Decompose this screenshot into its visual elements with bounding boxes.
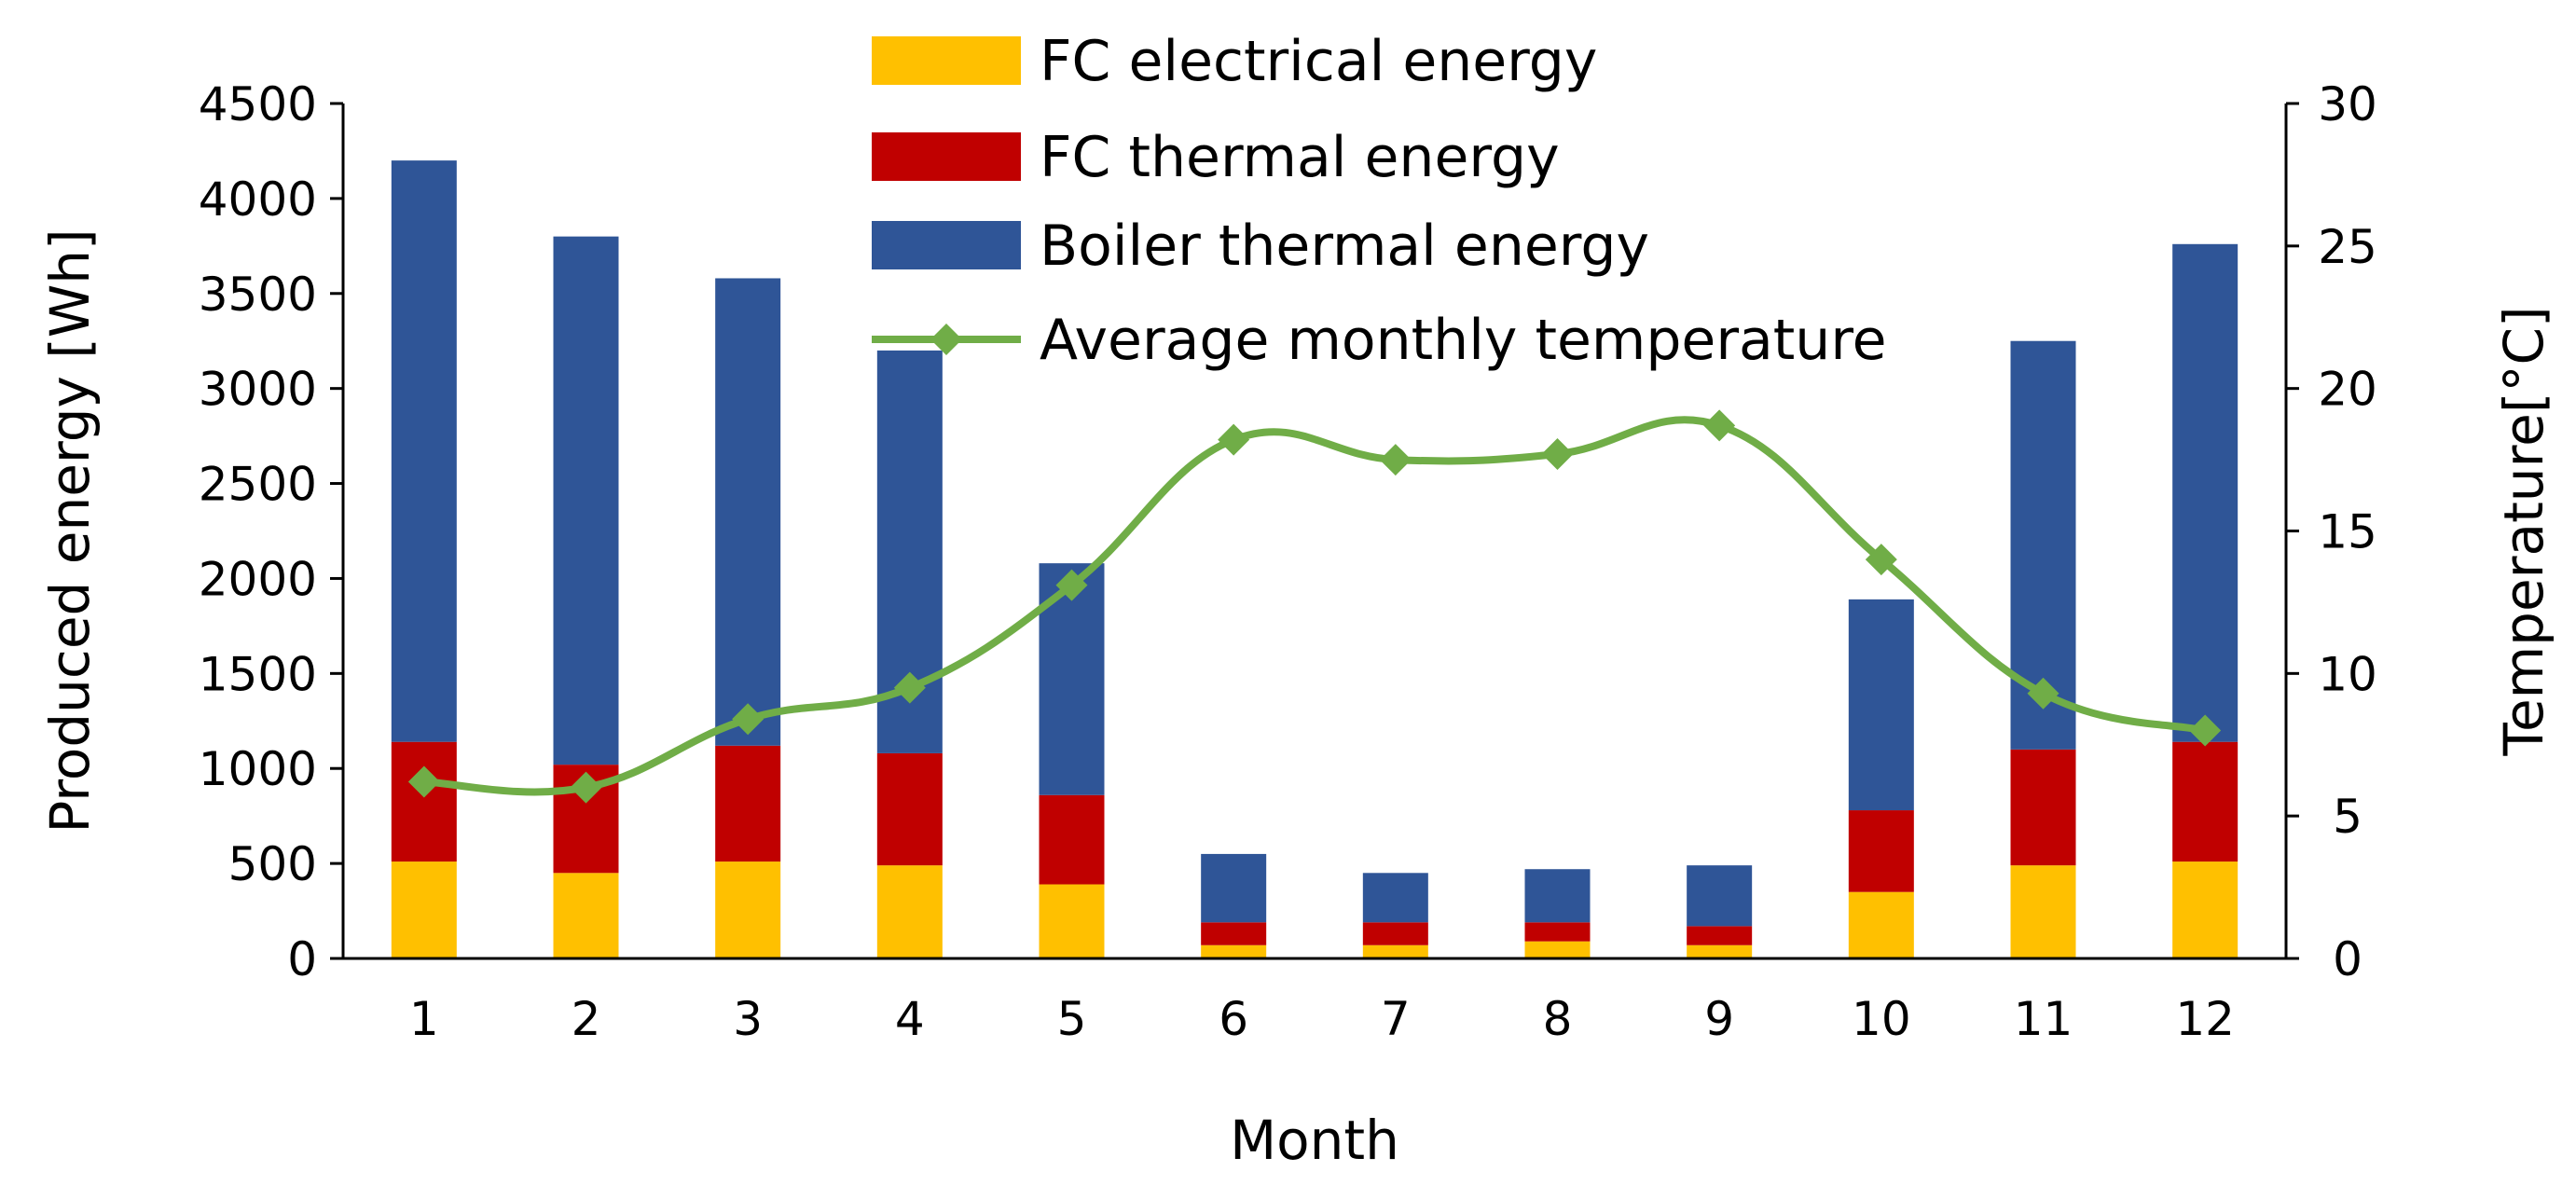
y-tick-label: 0 — [287, 932, 317, 986]
temperature-marker-month-9 — [1703, 409, 1736, 442]
y-axis-title: Produced energy [Wh] — [38, 228, 102, 833]
y-right-tick-label: 20 — [2318, 363, 2377, 417]
y-right-tick-label: 30 — [2318, 77, 2377, 131]
legend-swatch-fc-electrical — [872, 36, 1021, 85]
bar-fc-thermal-energy-month-1 — [391, 741, 457, 862]
temperature-marker-month-12 — [2189, 714, 2222, 747]
bar-fc-thermal-energy-month-10 — [1848, 810, 1914, 892]
bar-fc-thermal-energy-month-4 — [876, 752, 943, 866]
bar-boiler-thermal-energy-month-2 — [553, 236, 619, 765]
y-right-tick-label: 5 — [2333, 790, 2362, 844]
bar-fc-electrical-energy-month-8 — [1524, 941, 1591, 958]
bars-layer — [391, 160, 2239, 958]
y-tick-label: 2000 — [199, 552, 317, 606]
x-tick-label: 1 — [409, 992, 439, 1046]
y-tick-label: 2500 — [199, 458, 317, 512]
x-tick-label: 6 — [1219, 992, 1248, 1046]
bar-fc-thermal-energy-month-9 — [1687, 926, 1753, 945]
bar-fc-thermal-energy-month-5 — [1039, 794, 1105, 885]
bar-fc-electrical-energy-month-5 — [1039, 884, 1105, 958]
temperature-marker-month-3 — [732, 703, 765, 736]
y-tick-label: 1000 — [199, 742, 317, 796]
bar-fc-electrical-energy-month-6 — [1201, 944, 1267, 958]
bar-fc-electrical-energy-month-3 — [715, 861, 781, 958]
y-tick-label: 1500 — [199, 647, 317, 701]
bar-fc-electrical-energy-month-2 — [553, 873, 619, 958]
y-tick-label: 3500 — [199, 268, 317, 322]
temperature-marker-month-10 — [1865, 544, 1897, 576]
x-tick-label: 4 — [895, 992, 925, 1046]
x-tick-label: 10 — [1852, 992, 1911, 1046]
bar-fc-thermal-energy-month-3 — [715, 745, 781, 862]
bar-fc-electrical-energy-month-1 — [391, 861, 457, 958]
axes-layer: 0 500 1000 1500 2000 2500 3000 3500 4000 4500 0 5 10… — [199, 77, 2377, 1046]
y-right-tick-label: 25 — [2318, 220, 2377, 274]
x-tick-label: 11 — [2014, 992, 2073, 1046]
bar-fc-electrical-energy-month-12 — [2172, 861, 2239, 958]
bar-boiler-thermal-energy-month-1 — [391, 160, 457, 742]
temperature-marker-month-4 — [893, 671, 926, 704]
bar-fc-thermal-energy-month-6 — [1201, 922, 1267, 945]
x-tick-label: 9 — [1704, 992, 1734, 1046]
y-axis-right-title: Temperature[°C] — [2492, 306, 2555, 756]
legend-label-boiler-thermal: Boiler thermal energy — [1040, 214, 1649, 279]
x-tick-label: 8 — [1543, 992, 1573, 1046]
bar-fc-thermal-energy-month-8 — [1524, 922, 1591, 942]
bar-fc-electrical-energy-month-4 — [876, 865, 943, 958]
legend-label-temperature: Average monthly temperature — [1040, 308, 1887, 373]
legend-swatch-boiler-thermal — [872, 221, 1021, 269]
bar-fc-electrical-energy-month-10 — [1848, 891, 1914, 958]
bar-fc-thermal-energy-month-7 — [1362, 922, 1428, 945]
y-tick-label: 3000 — [199, 363, 317, 417]
temperature-marker-month-7 — [1379, 444, 1412, 476]
y-right-tick-label: 10 — [2318, 647, 2377, 701]
temperature-marker-month-1 — [407, 765, 440, 798]
y-tick-label: 4500 — [199, 77, 317, 131]
x-tick-label: 12 — [2175, 992, 2235, 1046]
legend-label-fc-thermal: FC thermal energy — [1040, 125, 1560, 190]
bar-fc-electrical-energy-month-9 — [1687, 944, 1753, 958]
bar-boiler-thermal-energy-month-3 — [715, 278, 781, 746]
legend: FC electrical energy FC thermal energy B… — [872, 29, 1887, 373]
bar-boiler-thermal-energy-month-12 — [2172, 243, 2239, 742]
y-tick-label: 500 — [228, 837, 317, 891]
y-tick-label: 4000 — [199, 172, 317, 227]
legend-marker-temperature — [930, 324, 962, 355]
legend-swatch-fc-thermal — [872, 132, 1021, 181]
temperature-line — [423, 416, 2207, 796]
bar-boiler-thermal-energy-month-10 — [1848, 599, 1914, 811]
bar-fc-thermal-energy-month-12 — [2172, 741, 2239, 862]
bar-fc-electrical-energy-month-7 — [1362, 944, 1428, 958]
temperature-marker-month-2 — [570, 771, 602, 804]
x-axis-title: Month — [1230, 1109, 1399, 1172]
temperature-marker-month-5 — [1055, 569, 1088, 601]
y-right-tick-label: 15 — [2318, 505, 2377, 559]
bar-boiler-thermal-energy-month-7 — [1362, 873, 1428, 923]
bar-fc-electrical-energy-month-11 — [2010, 865, 2076, 958]
bar-fc-thermal-energy-month-11 — [2010, 749, 2076, 866]
temperature-marker-month-8 — [1541, 437, 1574, 470]
x-tick-label: 7 — [1381, 992, 1411, 1046]
x-tick-label: 3 — [733, 992, 763, 1046]
x-tick-label: 5 — [1057, 992, 1087, 1046]
bar-boiler-thermal-energy-month-9 — [1687, 865, 1753, 927]
temperature-marker-month-11 — [2027, 677, 2059, 710]
temperature-marker-month-6 — [1218, 423, 1250, 456]
labels-layer: Month Produced energy [Wh] Temperature[°… — [38, 228, 2555, 1172]
y-right-tick-label: 0 — [2333, 932, 2362, 986]
x-tick-label: 2 — [572, 992, 601, 1046]
bar-boiler-thermal-energy-month-8 — [1524, 869, 1591, 923]
legend-label-fc-electrical: FC electrical energy — [1040, 29, 1597, 94]
bar-boiler-thermal-energy-month-6 — [1201, 853, 1267, 923]
temperature-line-layer — [407, 409, 2222, 804]
